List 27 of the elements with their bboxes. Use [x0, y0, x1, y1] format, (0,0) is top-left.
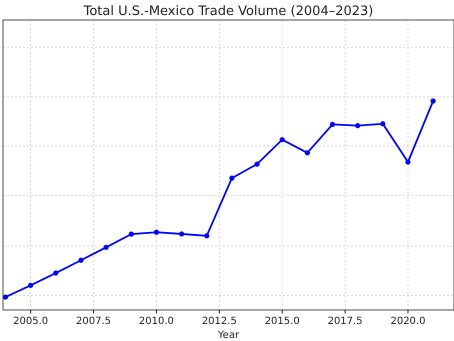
point — [204, 233, 210, 238]
point — [53, 270, 58, 276]
x-tick-label: 2005.0 — [13, 316, 48, 327]
chart-title: Total U.S.-Mexico Trade Volume (2004–2023) — [82, 4, 374, 19]
point — [28, 282, 34, 288]
point — [355, 123, 360, 128]
x-tick-label: 2017.5 — [328, 316, 363, 327]
point — [154, 230, 160, 235]
point — [229, 176, 234, 181]
point — [330, 122, 336, 128]
point — [104, 244, 109, 250]
point — [405, 159, 411, 165]
point — [430, 98, 436, 104]
x-axis-title: Year — [216, 330, 240, 341]
point — [304, 150, 310, 156]
point — [78, 258, 84, 263]
point — [178, 231, 184, 237]
x-tick-label: 2015.0 — [264, 316, 300, 327]
x-tick-label: 2012.5 — [202, 316, 237, 327]
x-tick-label: 2020.0 — [390, 316, 426, 327]
point — [3, 294, 8, 300]
point — [280, 137, 285, 142]
x-tick-label: 2007.5 — [76, 316, 112, 327]
point — [254, 162, 260, 167]
point — [380, 121, 386, 126]
point — [128, 232, 134, 237]
x-tick-label: 2010.0 — [138, 316, 174, 327]
